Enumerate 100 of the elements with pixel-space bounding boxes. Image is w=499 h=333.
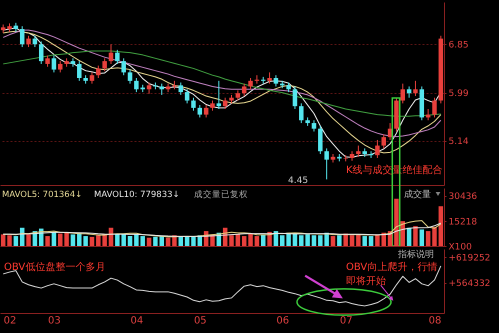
candlestick: [178, 82, 184, 96]
bar: [146, 238, 152, 246]
candlestick: [77, 60, 82, 82]
candlestick: [204, 104, 208, 118]
candlestick: [90, 72, 94, 84]
bar: [140, 236, 145, 246]
y-tick-label: 15218: [448, 217, 478, 228]
y-tick-label: 5.99: [448, 89, 469, 100]
candlestick: [222, 97, 228, 110]
candlestick: [52, 54, 56, 73]
annotation: 4.45: [288, 176, 308, 186]
bar: [381, 232, 386, 246]
candlestick: [400, 83, 406, 104]
bar: [153, 236, 158, 246]
x-tick-label: 05: [194, 316, 207, 326]
bar: [0, 234, 6, 246]
y-tick-label: 30436: [448, 192, 478, 202]
x-tick-label: 02: [4, 316, 16, 326]
bar: [14, 236, 18, 246]
candlestick: [426, 108, 430, 121]
candlestick: [318, 125, 323, 155]
candlestick: [198, 104, 202, 118]
candlestick: [274, 74, 278, 87]
candlestick: [108, 44, 114, 64]
bar: [299, 235, 304, 246]
candlestick: [210, 100, 215, 112]
bar: [121, 234, 126, 246]
candlestick: [58, 60, 63, 73]
x-tick-label: 08: [428, 316, 442, 326]
candlestick: [184, 88, 190, 104]
candlestick: [96, 65, 101, 79]
candlestick: [32, 35, 38, 48]
candlestick: [299, 102, 304, 124]
candlestick: [236, 90, 240, 102]
y-tick-label: 5.14: [448, 137, 469, 148]
x-tick-label: 04: [130, 316, 144, 326]
y-tick-label: +564332: [448, 279, 490, 290]
candlestick: [242, 83, 246, 97]
annotation: OBV向上爬升，行情: [346, 261, 438, 273]
x-tick-label: 07: [340, 316, 353, 326]
bar: [45, 236, 50, 246]
candlestick: [324, 148, 329, 180]
candlestick: [121, 58, 126, 76]
annotation: 即将开始: [346, 275, 386, 287]
bar: [159, 236, 164, 246]
candlestick: [26, 35, 31, 48]
candlestick: [102, 58, 107, 72]
bar: [280, 235, 285, 246]
bar: [274, 231, 278, 246]
candlestick: [381, 134, 386, 149]
candlestick: [38, 40, 44, 64]
annotation: 成交量: [404, 189, 431, 200]
bar: [96, 235, 101, 246]
candlestick: [191, 97, 196, 112]
candlestick: [248, 78, 253, 90]
x-tick-label: 06: [276, 316, 290, 326]
bar: [330, 236, 336, 246]
candlestick: [356, 145, 361, 158]
bar: [52, 232, 56, 246]
y-tick-label: +619252: [448, 253, 490, 264]
candlestick: [292, 86, 298, 110]
bar: [337, 235, 342, 246]
bar: [58, 234, 63, 246]
bar: [318, 235, 323, 246]
candlestick: [286, 82, 291, 93]
bar: [108, 228, 114, 246]
bar: [115, 234, 120, 246]
bar: [362, 236, 367, 246]
annotation: OBV低位盘整一个多月: [4, 261, 106, 273]
bar: [413, 226, 418, 246]
candlestick: [312, 120, 316, 132]
bar: [70, 234, 76, 246]
x-tick-label: 03: [48, 316, 61, 326]
bar: [420, 229, 424, 246]
candlestick: [432, 97, 437, 118]
candlestick: [267, 72, 272, 84]
bar: [400, 221, 406, 246]
bar: [20, 228, 24, 246]
candlestick: [20, 26, 24, 48]
bar: [375, 234, 380, 246]
candlestick: [45, 54, 50, 68]
candlestick: [115, 49, 120, 64]
candlestick: [14, 22, 18, 32]
annotation: MAVOL10: 779833↓: [94, 190, 180, 200]
bar: [90, 236, 94, 246]
bar: [64, 232, 69, 246]
bar: [178, 236, 184, 246]
candlestick: [375, 139, 380, 158]
bar: [83, 236, 88, 246]
bar: [242, 236, 246, 246]
candlestick: [159, 83, 164, 96]
candlestick: [134, 78, 139, 93]
bar: [438, 206, 444, 246]
candlestick: [343, 154, 348, 162]
bar: [368, 236, 374, 246]
bar: [7, 235, 12, 246]
bar: [406, 228, 412, 246]
candlestick: [350, 150, 354, 162]
y-tick-label: 6.85: [448, 40, 469, 51]
candlestick: [128, 69, 132, 84]
